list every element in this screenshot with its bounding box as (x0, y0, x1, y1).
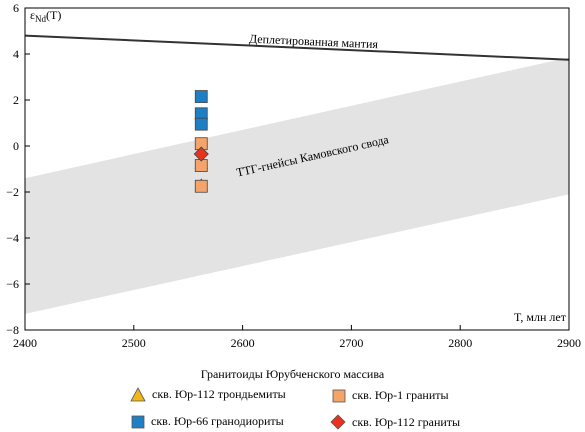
y-tick-label: 4 (13, 47, 19, 61)
x-tick-label: 2400 (13, 336, 37, 350)
legend-item-yur112-granite: скв. Юр-112 граниты (330, 414, 460, 430)
y-tick-label: −2 (6, 185, 19, 199)
data-point-square (194, 117, 208, 131)
y-tick-label: −8 (6, 323, 19, 337)
legend-item-yur1-granite: скв. Юр-1 граниты (332, 388, 449, 403)
y-tick-label: 2 (13, 93, 19, 107)
y-tick-label: −6 (6, 277, 19, 291)
legend-label: скв. Юр-66 гранодиориты (151, 414, 284, 428)
points-layer (193, 90, 209, 193)
legend-item-trondhjemite: скв. Юр-112 трондьемиты (130, 387, 286, 402)
ticks-layer: 2400 2500 2600 2700 2800 2900 6 4 2 0 −2 −4 −6 −8 (6, 1, 581, 350)
ttg-band (25, 57, 569, 314)
y-tick-label: −4 (6, 231, 19, 245)
x-axis-label: T, млн лет (514, 310, 567, 324)
depleted-mantle-label: Деплетированная мантия (249, 32, 379, 52)
data-point-diamond (193, 146, 209, 162)
depleted-mantle-line (24, 34, 570, 61)
triangle-marker-icon (130, 387, 146, 402)
data-point-square (194, 90, 208, 103)
legend-item-granodiorite: скв. Юр-66 гранодиориты (131, 414, 284, 429)
y-tick-label: 0 (13, 139, 19, 153)
y-axis-label: εNd(T) (30, 8, 61, 24)
square-marker-icon (131, 415, 145, 428)
legend-label: скв. Юр-112 граниты (352, 414, 461, 429)
x-tick-label: 2800 (448, 336, 472, 350)
x-tick-label: 2700 (339, 336, 363, 350)
y-tick-label: 6 (13, 1, 19, 15)
plot-frame (24, 7, 570, 331)
x-tick-label: 2900 (557, 336, 581, 350)
legend-label: скв. Юр-1 граниты (352, 388, 449, 402)
ttg-band-layer (25, 57, 569, 314)
x-tick-label: 2600 (231, 336, 255, 350)
diamond-marker-icon (330, 414, 346, 430)
x-tick-label: 2500 (122, 336, 146, 350)
legend-title: Гранитоиды Юрубченского массива (200, 367, 385, 381)
mantle-line-layer (24, 34, 570, 61)
legend-label: скв. Юр-112 трондьемиты (152, 387, 286, 401)
square-marker-icon (332, 389, 346, 402)
data-point-square (194, 179, 208, 193)
